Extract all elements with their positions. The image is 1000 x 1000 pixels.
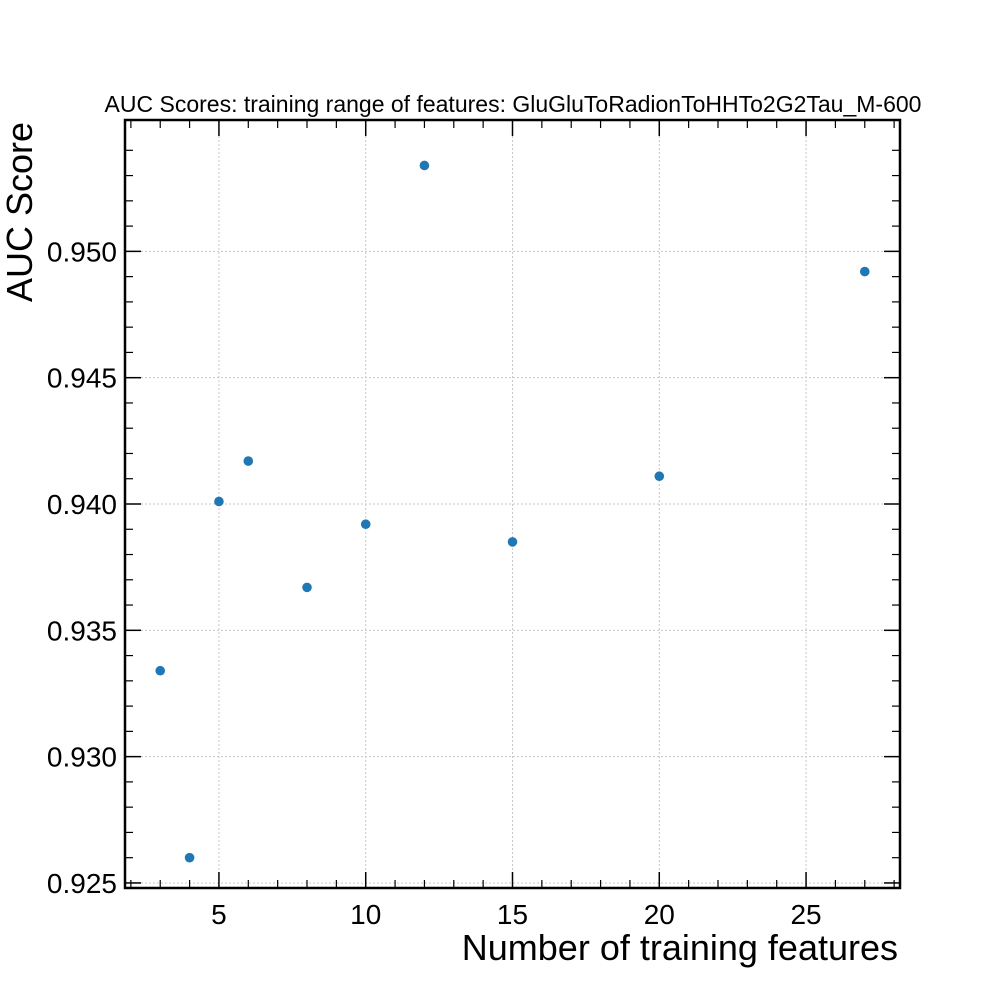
data-point — [654, 471, 665, 482]
data-point — [507, 537, 518, 547]
y-tick-label: 0.950 — [47, 236, 117, 267]
x-tick-label: 25 — [790, 899, 821, 930]
x-tick-label: 20 — [644, 899, 675, 930]
y-tick-label: 0.940 — [47, 489, 117, 520]
x-axis-label: Number of training features — [462, 927, 898, 968]
x-tick-label: 15 — [497, 899, 528, 930]
chart-title: AUC Scores: training range of features: … — [105, 91, 922, 117]
axis-ticks: 5 10 15 20 25 0.925 0.930 0.935 0.940 0.945 0.950 — [47, 120, 900, 930]
data-point — [184, 852, 195, 863]
y-tick-label: 0.925 — [47, 868, 117, 899]
data-point — [302, 582, 312, 593]
data-point — [419, 160, 430, 171]
data-point — [243, 456, 254, 466]
grid-lines — [125, 120, 900, 888]
data-point — [214, 496, 224, 507]
x-tick-label: 10 — [350, 899, 381, 930]
data-point — [360, 519, 371, 530]
y-tick-label: 0.930 — [47, 742, 117, 773]
y-tick-label: 0.935 — [47, 615, 117, 646]
data-point — [859, 266, 870, 277]
plot-frame — [123, 118, 902, 890]
data-point — [155, 665, 166, 676]
x-tick-label: 5 — [211, 899, 227, 930]
data-points — [155, 160, 870, 863]
y-axis-label: AUC Score — [0, 122, 40, 302]
y-tick-label: 0.945 — [47, 363, 117, 394]
